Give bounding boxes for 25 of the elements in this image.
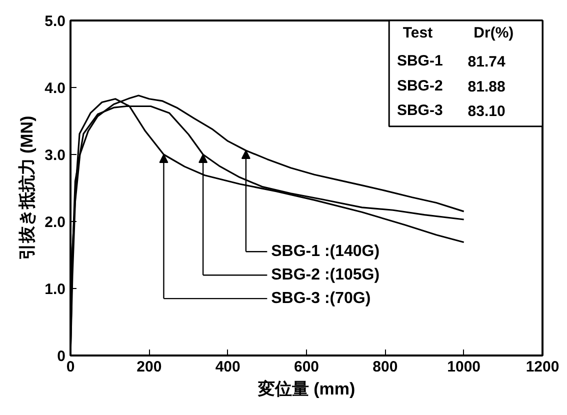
- annotation: SBG-2 :(105G): [271, 266, 380, 284]
- y-tick-label: 5.0: [44, 13, 66, 30]
- annotation: Dr(%): [474, 24, 514, 42]
- x-tick-label: 600: [294, 358, 320, 376]
- annotation: 81.88: [468, 78, 506, 96]
- annotation: Test: [402, 24, 433, 42]
- y-tick-label: 1.0: [44, 281, 66, 298]
- x-axis-title: 変位量 (mm): [256, 380, 356, 398]
- x-tick-label: 800: [372, 358, 398, 376]
- annotation: SBG-3 :(70G): [271, 290, 371, 308]
- annotation: SBG-1: [396, 52, 443, 70]
- y-tick-label: 4.0: [44, 80, 66, 97]
- annotation: 81.74: [468, 54, 506, 71]
- x-tick-label: 400: [215, 358, 240, 376]
- x-tick-label: 1000: [447, 358, 481, 376]
- y-tick-label: 3.0: [44, 147, 66, 164]
- x-tick-label: 1200: [526, 358, 560, 376]
- annotation: 83.10: [468, 103, 506, 120]
- annotation: SBG-1 :(140G): [271, 243, 380, 260]
- y-tick-label: 2.0: [44, 214, 66, 231]
- y-tick-label: 0: [57, 348, 66, 365]
- annotation: SBG-3: [396, 102, 443, 120]
- y-axis-title: 引抜き抵抗力 (MN): [18, 116, 37, 260]
- annotation: SBG-2: [396, 77, 443, 94]
- x-tick-label: 200: [136, 358, 162, 376]
